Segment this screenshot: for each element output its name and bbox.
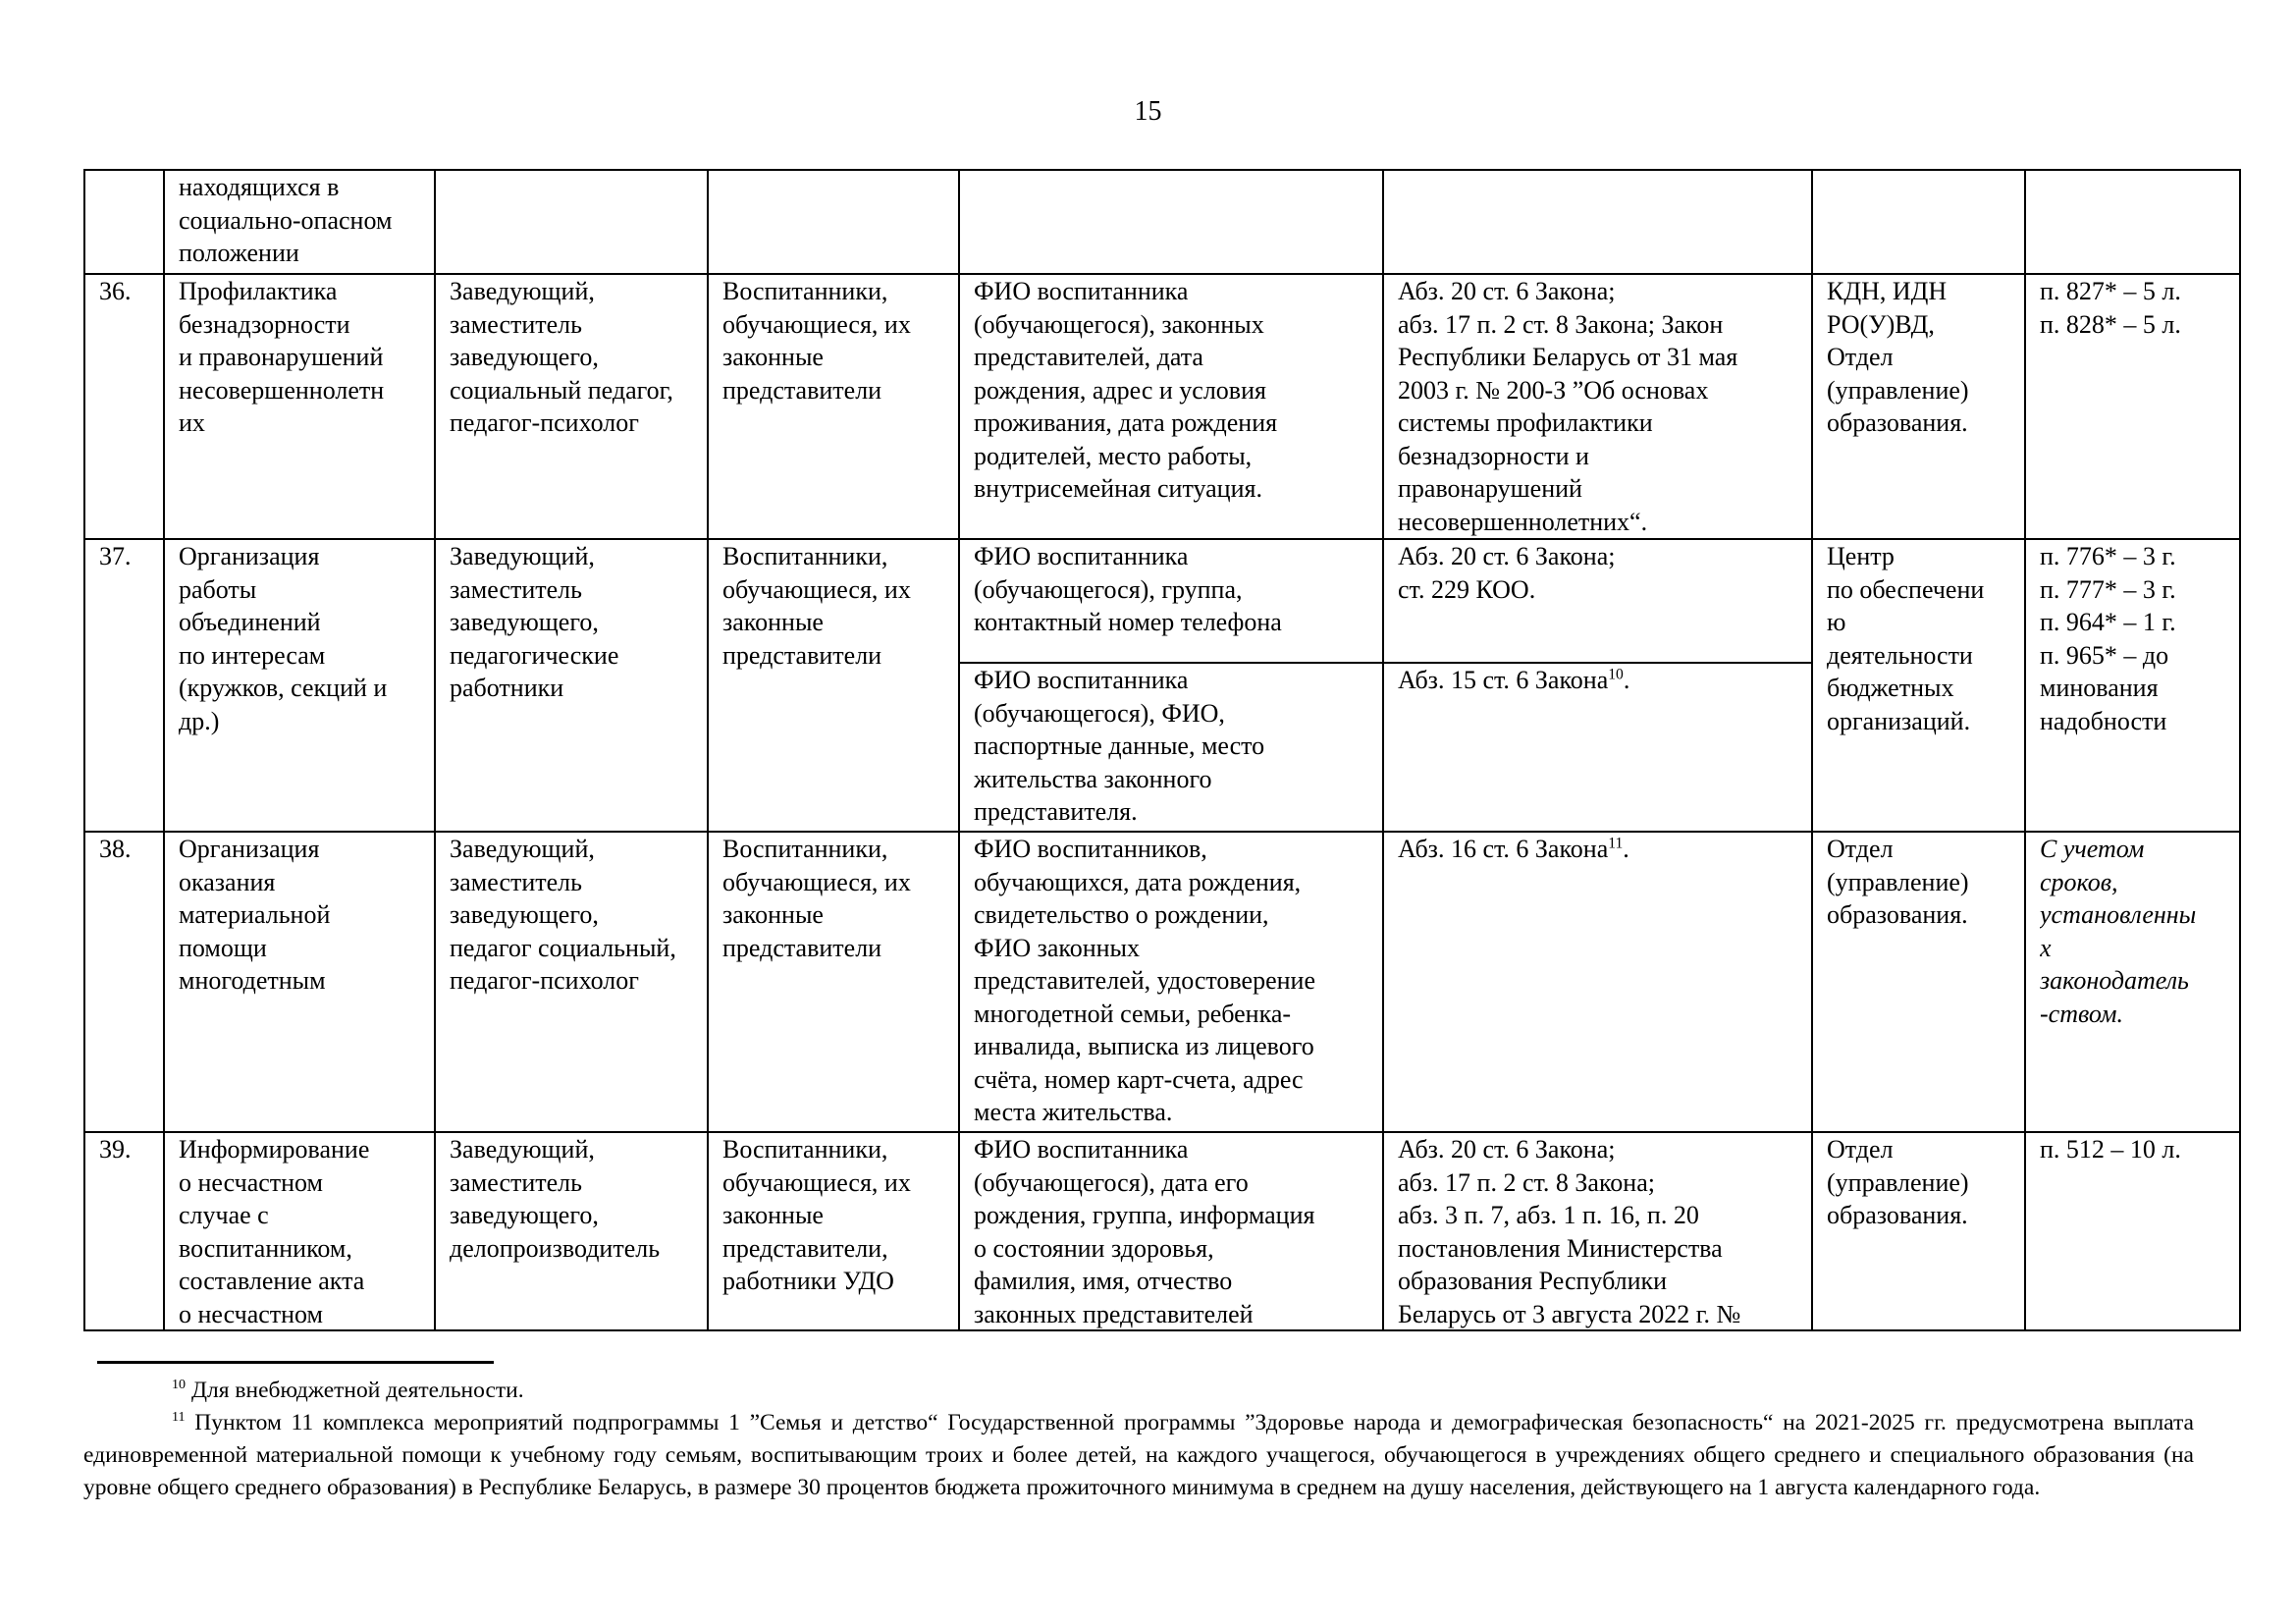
cell-responsible: Заведующий, заместитель заведующего, пед… [434,538,709,833]
cell-responsible: Заведующий, заместитель заведующего, дел… [434,1131,709,1331]
table-row-continued: находящихся в социально-опасном положени… [83,169,2241,275]
cell-responsible [434,169,709,275]
cell-basis: Абз. 16 ст. 6 Закона11. [1382,831,1813,1133]
cell-recipients: Центр по обеспечени ю деятельности бюдже… [1811,538,2026,833]
page-number: 15 [1134,96,1162,127]
cell-subjects: Воспитанники, обучающиеся, их законные п… [707,831,960,1133]
cell-basis: Абз. 20 ст. 6 Закона; ст. 229 КОО. [1382,538,1813,664]
table-row-38: 38. Организация оказания материальной по… [83,831,2241,1133]
footnote-11: 11 Пунктом 11 комплекса мероприятий подп… [83,1407,2194,1504]
data-processing-table: находящихся в социально-опасном положени… [83,169,2241,1331]
cell-recipients [1811,169,2026,275]
cell-data [958,169,1384,275]
cell-num [83,169,165,275]
table-row-37-sub: ФИО воспитанника (обучающегося), ФИО, па… [84,662,2240,833]
cell-responsible: Заведующий, заместитель заведующего, пед… [434,831,709,1133]
basis-end: . [1623,666,1630,694]
basis-text: Абз. 16 ст. 6 Закона [1398,835,1609,863]
cell-basis: Абз. 20 ст. 6 Закона; абз. 17 п. 2 ст. 8… [1382,273,1813,540]
cell-data: ФИО воспитанника (обучающегося), дата ег… [958,1131,1384,1331]
footnote-mark: 10 [172,1377,187,1393]
basis-text: Абз. 15 ст. 6 Закона [1398,666,1609,694]
table-row-39: 39. Информирование о несчастном случае с… [83,1131,2241,1331]
cell-process: Организация оказания материальной помощи… [163,831,436,1133]
cell-retention: п. 776* – 3 г. п. 777* – 3 г. п. 964* – … [2024,538,2241,833]
cell-recipients: КДН, ИДН РО(У)ВД, Отдел (управление) обр… [1811,273,2026,540]
cell-subjects: Воспитанники, обучающиеся, их законные п… [707,538,960,833]
cell-basis [1382,169,1813,275]
cell-data: ФИО воспитанника (обучающегося), ФИО, па… [958,662,1384,833]
footnotes: 10 Для внебюджетной деятельности. 11 Пун… [83,1375,2194,1504]
footnote-ref[interactable]: 10 [1608,666,1624,683]
cell-num: 37. [83,538,165,833]
footnote-text: Пунктом 11 комплекса мероприятий подпрог… [83,1410,2194,1500]
cell-retention: п. 827* – 5 л. п. 828* – 5 л. [2024,273,2241,540]
cell-process: Информирование о несчастном случае с вос… [163,1131,436,1331]
cell-process: Профилактика безнадзорности и правонаруш… [163,273,436,540]
footnote-10: 10 Для внебюджетной деятельности. [83,1375,2194,1407]
cell-basis: Абз. 15 ст. 6 Закона10. [1382,662,1813,833]
cell-num: 38. [83,831,165,1133]
cell-subjects: Воспитанники, обучающиеся, их законные п… [707,273,960,540]
cell-num: 36. [83,273,165,540]
footnote-mark: 11 [172,1409,186,1426]
cell-retention: п. 512 – 10 л. [2024,1131,2241,1331]
footnote-ref[interactable]: 11 [1608,835,1624,852]
cell-retention: С учетом сроков, установленны х законода… [2024,831,2241,1133]
table-row-36: 36. Профилактика безнадзорности и правон… [83,273,2241,540]
cell-subjects [707,169,960,275]
cell-retention [2024,169,2241,275]
cell-subjects: Воспитанники, обучающиеся, их законные п… [707,1131,960,1331]
cell-num: 39. [83,1131,165,1331]
cell-process: находящихся в социально-опасном положени… [163,169,436,275]
table-row-37: 37. Организация работы объединений по ин… [83,538,2241,833]
cell-data: ФИО воспитанника (обучающегося), группа,… [958,538,1384,664]
footnote-separator [97,1361,494,1364]
cell-data: ФИО воспитанника (обучающегося), законны… [958,273,1384,540]
cell-data: ФИО воспитанников, обучающихся, дата рож… [958,831,1384,1133]
basis-end: . [1623,835,1629,863]
footnote-text: Для внебюджетной деятельности. [190,1378,524,1403]
cell-responsible: Заведующий, заместитель заведующего, соц… [434,273,709,540]
cell-recipients: Отдел (управление) образования. [1811,831,2026,1133]
cell-recipients: Отдел (управление) образования. [1811,1131,2026,1331]
cell-process: Организация работы объединений по интере… [163,538,436,833]
cell-basis: Абз. 20 ст. 6 Закона; абз. 17 п. 2 ст. 8… [1382,1131,1813,1331]
